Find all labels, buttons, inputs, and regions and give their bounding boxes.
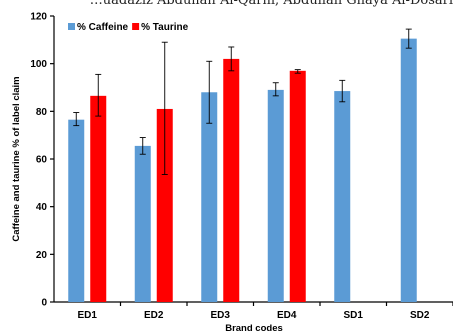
y-tick-label: 40 [36,202,48,213]
legend: % Caffeine % Taurine [68,22,189,33]
bar-caffeine-ed2 [134,145,151,302]
x-tick-label: ED1 [78,310,98,321]
bars-group [68,38,417,303]
x-tick-label: ED4 [277,310,297,321]
x-axis-title: Brand codes [225,323,283,334]
bar-taurine-ed2 [156,108,173,302]
x-tick-label: ED2 [144,310,164,321]
legend-swatch [68,23,75,30]
x-tick-label: ED3 [211,310,231,321]
page-header-text: …uadaziz Abdullah Al-Qarni, Abdullah Gha… [89,0,453,8]
bar-caffeine-ed4 [267,89,284,302]
x-tick-label: SD1 [344,310,364,321]
bar-taurine-ed3 [223,58,240,303]
y-tick-label: 120 [30,12,47,23]
y-tick-label: 60 [36,155,48,166]
bar-taurine-ed1 [90,95,107,302]
y-tick-label: 20 [36,250,48,261]
legend-label: % Taurine [141,22,188,33]
bar-caffeine-sd2 [400,38,417,303]
y-tick-label: 80 [36,107,48,118]
legend-label: % Caffeine [77,22,129,33]
error-bars-group [73,28,412,175]
bar-caffeine-ed1 [68,119,85,302]
x-tick-label: SD2 [410,310,430,321]
y-tick-label: 100 [30,59,47,70]
bar-taurine-ed4 [289,70,306,302]
x-axis: ED1 ED2 ED3 ED4 SD1 SD2 [54,301,453,321]
y-axis-title: Caffeine and taurine % of label claim [11,76,22,241]
legend-swatch [132,23,140,30]
bar-caffeine-ed3 [201,92,218,303]
y-axis: 0 20 40 60 80 100 120 [30,12,55,309]
bar-caffeine-sd1 [334,91,351,302]
y-tick-label: 0 [41,298,47,309]
